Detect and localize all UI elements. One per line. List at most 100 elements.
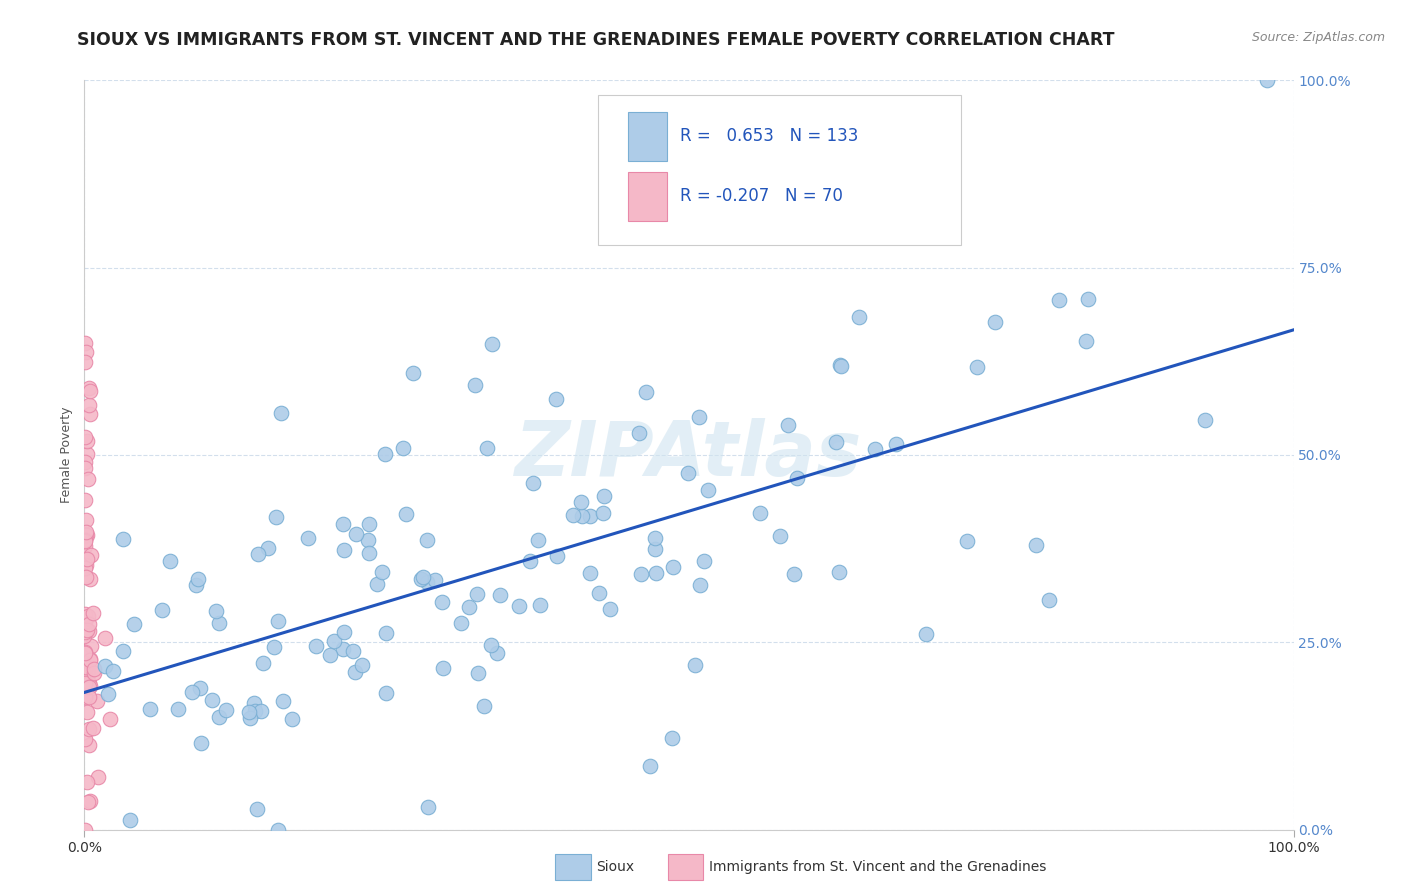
Point [238,705,260,719]
Point [432,661,454,675]
Text: R =   0.653   N = 133: R = 0.653 N = 133 [681,128,859,145]
Point [693,554,716,568]
Point [75,624,97,639]
Text: R = -0.207   N = 70: R = -0.207 N = 70 [681,187,844,205]
Point [73,534,96,549]
Point [884,437,907,451]
Point [627,426,650,441]
Point [73,354,96,368]
Point [696,483,718,497]
Point [112,532,135,546]
Point [371,565,394,579]
Point [73,656,96,670]
Point [75,660,97,674]
Point [430,595,453,609]
Point [956,534,979,549]
Point [73,335,96,350]
Point [77,690,100,704]
Y-axis label: Female Poverty: Female Poverty [60,407,73,503]
Point [1049,293,1071,307]
Text: SIOUX VS IMMIGRANTS FROM ST. VINCENT AND THE GRENADINES FEMALE POVERTY CORRELATI: SIOUX VS IMMIGRANTS FROM ST. VINCENT AND… [77,31,1115,49]
Point [266,822,288,837]
Point [159,554,181,568]
Point [778,417,800,432]
Point [79,384,101,398]
Point [264,509,287,524]
Point [571,509,593,524]
Point [79,573,101,587]
Point [75,569,97,583]
Point [522,475,544,490]
Point [93,659,115,673]
Point [344,665,367,679]
Point [683,657,706,672]
Point [73,533,96,548]
Point [638,759,661,773]
Point [150,603,173,617]
Point [98,712,121,726]
Point [412,570,434,584]
Point [247,547,270,561]
Point [75,607,97,622]
Point [402,367,425,381]
FancyBboxPatch shape [628,112,668,161]
Point [80,640,103,654]
Point [915,626,938,640]
Point [529,599,551,613]
FancyBboxPatch shape [628,172,668,220]
Point [281,712,304,726]
Point [77,381,100,395]
Point [645,566,668,580]
Point [76,608,98,623]
Point [75,345,97,359]
Point [333,625,356,640]
Point [593,489,616,503]
Point [661,731,683,746]
Point [374,447,396,461]
Point [79,652,101,666]
Point [588,586,610,600]
Point [83,666,105,681]
Text: Source: ZipAtlas.com: Source: ZipAtlas.com [1251,31,1385,45]
Point [450,615,472,630]
Point [75,525,97,540]
Point [508,599,530,614]
Point [86,694,108,708]
Point [1025,538,1047,552]
FancyBboxPatch shape [599,95,962,245]
Point [122,617,145,632]
Point [332,517,354,532]
Point [297,531,319,545]
Point [76,705,98,719]
Point [73,668,96,682]
Point [662,560,685,574]
Point [344,526,367,541]
Point [267,614,290,628]
Point [82,721,104,735]
Point [464,377,486,392]
Point [1074,334,1097,348]
Point [271,694,294,708]
Point [423,573,446,587]
Point [76,447,98,461]
Point [678,467,700,481]
Point [256,541,278,555]
Point [77,667,100,681]
Point [270,406,292,420]
Point [782,566,804,581]
Point [479,638,502,652]
Point [689,578,711,592]
Point [76,775,98,789]
Point [139,702,162,716]
Point [786,471,808,485]
Point [83,662,105,676]
Text: ZIPAtlas: ZIPAtlas [515,418,863,491]
Point [243,704,266,718]
Point [1256,73,1278,87]
Point [180,685,202,699]
Point [77,398,100,412]
Point [332,642,354,657]
Point [825,435,848,450]
Point [561,508,583,523]
Point [79,722,101,736]
